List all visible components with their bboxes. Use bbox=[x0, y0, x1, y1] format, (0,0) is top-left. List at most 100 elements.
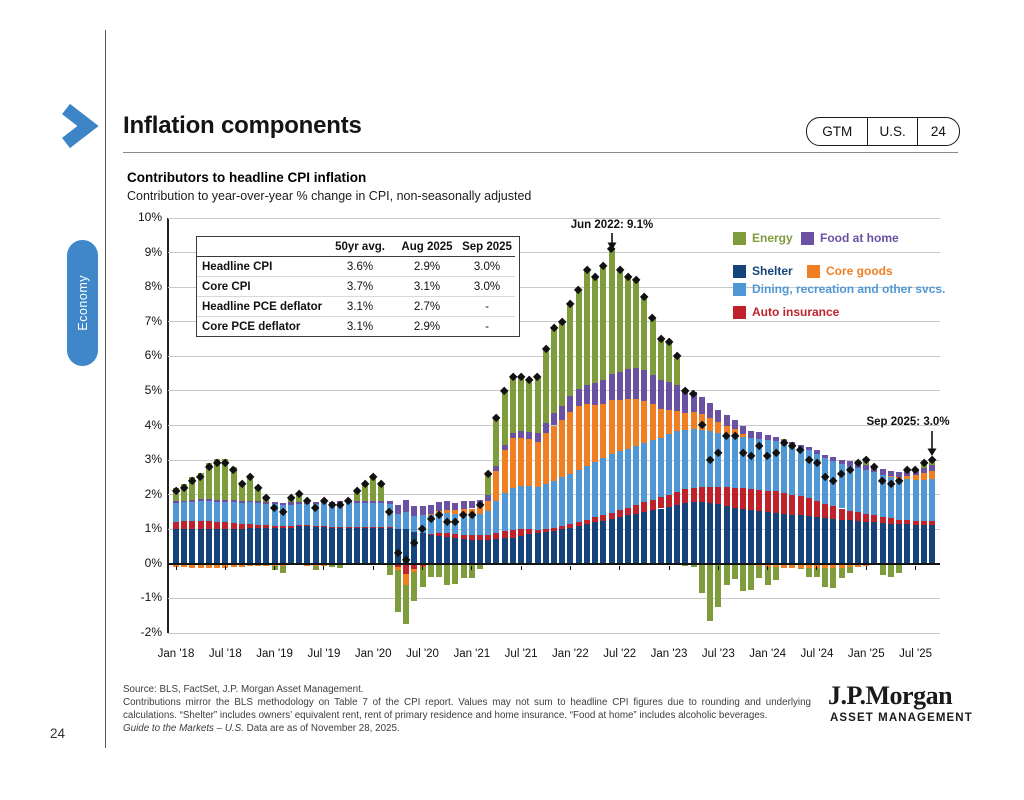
bar-segment-food-at-home bbox=[748, 430, 755, 438]
bar-segment-shelter bbox=[345, 527, 352, 564]
y-axis-label: 3% bbox=[144, 452, 162, 467]
bar-segment-dining-recreation bbox=[633, 445, 640, 506]
x-axis-tick bbox=[619, 566, 621, 570]
table-cell: 2.9% bbox=[395, 316, 459, 336]
bar-segment-food-at-home bbox=[312, 501, 319, 504]
bar-segment-dining-recreation bbox=[337, 503, 344, 527]
bar-segment-core-goods bbox=[592, 405, 599, 463]
table-row-label: Core CPI bbox=[197, 276, 325, 296]
bar-segment-core-goods bbox=[690, 412, 697, 429]
gridline bbox=[168, 632, 940, 634]
bar-segment-core-goods bbox=[887, 475, 894, 477]
bar-segment-shelter bbox=[838, 519, 845, 564]
legend-item-food-at-home: Food at home bbox=[801, 231, 899, 245]
table-cell: 3.6% bbox=[346, 260, 374, 273]
bar-segment-shelter bbox=[813, 517, 820, 564]
bar-segment-energy bbox=[394, 570, 401, 613]
bar-segment-food-at-home bbox=[189, 499, 196, 502]
bar-segment-auto-insurance bbox=[312, 525, 319, 527]
bar-segment-shelter bbox=[181, 529, 188, 564]
bar-segment-shelter bbox=[189, 529, 196, 564]
bar-segment-core-goods bbox=[551, 425, 557, 481]
bar-segment-food-at-home bbox=[230, 500, 237, 502]
annotation-arrow-down-icon bbox=[607, 233, 617, 250]
bar-segment-energy bbox=[444, 563, 451, 585]
bar-segment-shelter bbox=[460, 538, 467, 564]
x-axis-tick bbox=[816, 566, 818, 570]
chart-area: 50yr avg. Aug 2025 Sep 2025 Headline CPI… bbox=[120, 210, 1000, 665]
chart-title: Contributors to headline CPI inflation bbox=[127, 170, 367, 185]
bar-segment-shelter bbox=[419, 532, 426, 564]
bar-segment-energy bbox=[707, 563, 714, 621]
table-cell: 3.1% bbox=[395, 276, 459, 296]
bar-segment-shelter bbox=[214, 528, 221, 564]
bar-segment-food-at-home bbox=[830, 456, 837, 461]
bar-segment-energy bbox=[246, 475, 253, 501]
bar-segment-shelter bbox=[592, 522, 599, 564]
bar-segment-energy bbox=[542, 349, 549, 424]
bar-segment-energy bbox=[698, 563, 705, 593]
bar-segment-dining-recreation bbox=[255, 502, 262, 525]
bar-segment-dining-recreation bbox=[329, 503, 336, 527]
bar-segment-core-goods bbox=[509, 438, 516, 489]
bar-segment-core-goods bbox=[608, 400, 615, 454]
table-cell: 3.7% bbox=[325, 276, 395, 296]
bar-segment-food-at-home bbox=[657, 380, 664, 409]
bar-segment-shelter bbox=[666, 506, 673, 564]
gtm-tab[interactable]: GTM bbox=[822, 124, 853, 139]
bar-segment-auto-insurance bbox=[912, 520, 919, 526]
legend-item-energy: Energy bbox=[733, 231, 793, 245]
bar-segment-core-goods bbox=[181, 563, 188, 568]
bar-segment-shelter bbox=[657, 508, 664, 564]
table-cell: - bbox=[459, 316, 515, 336]
bar-segment-dining-recreation bbox=[641, 442, 648, 503]
bar-segment-core-goods bbox=[600, 404, 607, 458]
bar-segment-dining-recreation bbox=[246, 502, 253, 525]
bar-segment-core-goods bbox=[772, 563, 779, 568]
bar-segment-dining-recreation bbox=[362, 503, 368, 527]
bar-segment-shelter bbox=[822, 518, 829, 564]
bar-segment-shelter bbox=[493, 538, 500, 564]
bar-segment-dining-recreation bbox=[542, 483, 549, 529]
bar-segment-energy bbox=[386, 564, 393, 576]
bar-segment-energy bbox=[674, 356, 681, 385]
bar-segment-energy bbox=[279, 565, 286, 574]
bar-segment-shelter bbox=[542, 532, 549, 564]
gtm-region-tab[interactable]: U.S. bbox=[867, 118, 916, 145]
bar-segment-core-goods bbox=[674, 410, 681, 432]
bar-segment-core-goods bbox=[493, 471, 500, 501]
bar-segment-auto-insurance bbox=[411, 563, 418, 570]
bar-segment-dining-recreation bbox=[813, 453, 820, 501]
bar-segment-auto-insurance bbox=[740, 488, 746, 510]
bar-segment-auto-insurance bbox=[813, 500, 820, 518]
bar-segment-auto-insurance bbox=[863, 514, 870, 522]
bar-segment-dining-recreation bbox=[370, 503, 377, 527]
bar-segment-energy bbox=[764, 567, 771, 586]
bar-segment-dining-recreation bbox=[616, 451, 623, 511]
bar-segment-auto-insurance bbox=[879, 516, 886, 524]
bar-segment-auto-insurance bbox=[600, 515, 607, 521]
bar-segment-shelter bbox=[362, 527, 368, 564]
annotation-jun-2022: Jun 2022: 9.1% bbox=[570, 219, 654, 231]
legend-item-dining: Dining, recreation and other svcs. bbox=[733, 282, 945, 296]
x-axis-tick bbox=[422, 566, 424, 570]
bar-segment-dining-recreation bbox=[797, 447, 804, 497]
bar-segment-dining-recreation bbox=[345, 503, 352, 527]
sidebar-tab-economy[interactable]: Economy bbox=[67, 240, 98, 366]
y-axis-label: 10% bbox=[137, 210, 162, 224]
bar-segment-energy bbox=[608, 249, 615, 375]
auto-insurance-swatch-icon bbox=[733, 305, 746, 319]
bar-segment-food-at-home bbox=[542, 423, 549, 434]
legend-item-shelter: Shelter bbox=[733, 264, 793, 278]
x-axis-label: Jul '19 bbox=[307, 648, 341, 660]
y-axis-label: -2% bbox=[140, 625, 162, 639]
bar-segment-shelter bbox=[320, 526, 327, 564]
legend-label: Shelter bbox=[752, 264, 793, 278]
bar-segment-energy bbox=[222, 459, 229, 500]
x-axis-label: Jan '22 bbox=[552, 648, 589, 660]
bar-segment-food-at-home bbox=[583, 385, 590, 405]
bar-segment-auto-insurance bbox=[559, 525, 566, 530]
bar-segment-shelter bbox=[296, 526, 303, 564]
bar-segment-food-at-home bbox=[222, 499, 229, 502]
bar-segment-shelter bbox=[929, 525, 935, 564]
